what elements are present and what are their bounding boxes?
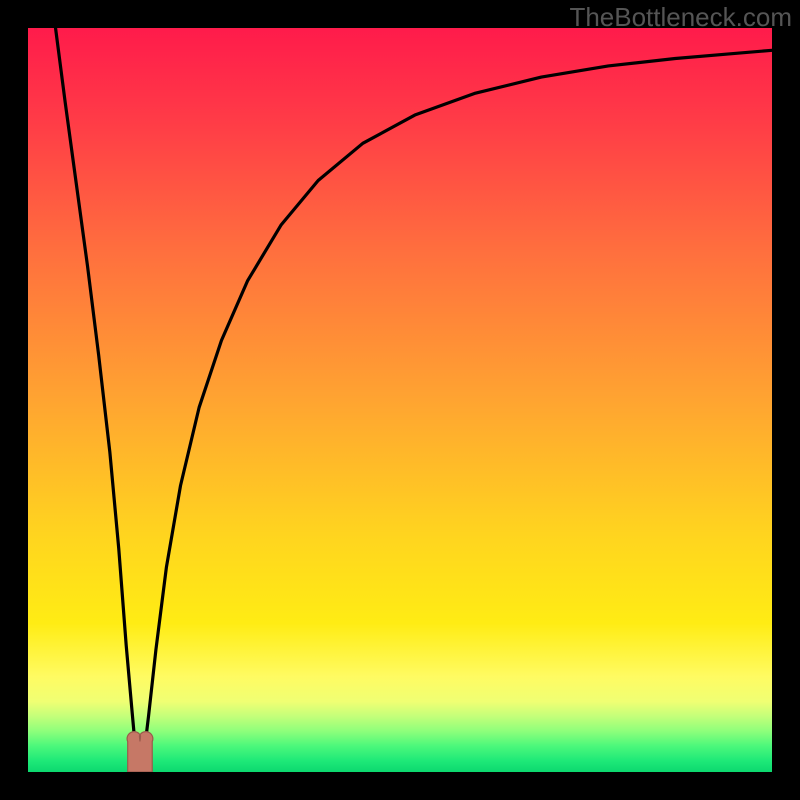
bottleneck-chart: [0, 0, 800, 800]
chart-container: TheBottleneck.com: [0, 0, 800, 800]
plot-background: [28, 28, 772, 772]
notch-marker: [127, 732, 153, 772]
watermark-text: TheBottleneck.com: [569, 2, 792, 33]
